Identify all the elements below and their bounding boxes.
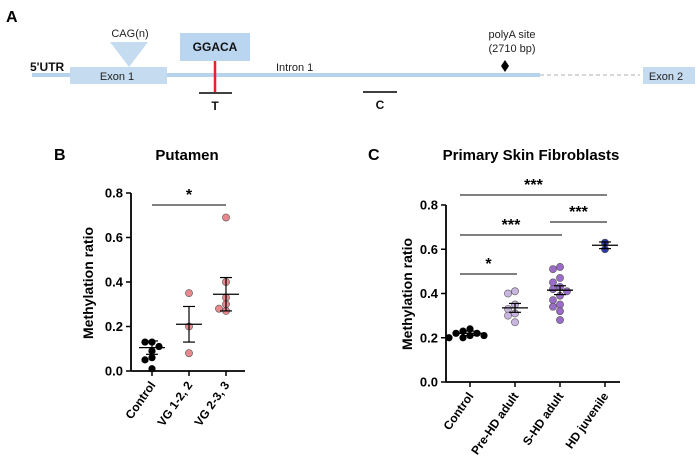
polya-label-line2: (2710 bp) — [488, 43, 535, 55]
panel-c-ylabel: Methylation ratio — [399, 238, 415, 350]
panel-c-y-tick-label: 0.2 — [420, 330, 438, 345]
panel-c-data-point — [445, 334, 453, 342]
panel-b-category-label: VG 1-2, 2 — [155, 378, 196, 428]
panel-b-data-point — [185, 289, 193, 298]
panel-b-title: Putamen — [155, 147, 218, 164]
ggaca-box — [180, 33, 250, 61]
panel-c-data-point — [556, 263, 564, 271]
panel-b-marks: * — [139, 187, 239, 373]
intron-1-label: Intron 1 — [276, 62, 313, 74]
panel-b-data-point — [141, 356, 149, 364]
panel-c-data-point — [511, 287, 519, 296]
panel-c-data-point — [556, 316, 564, 324]
panel-b-category-label: VG 2-3, 3 — [192, 378, 233, 428]
panel-c-data-point — [452, 329, 460, 337]
panel-b: B Putamen Methylation ratio 0.0 0.2 0.4 0.6… — [54, 147, 245, 429]
exon-1-box — [70, 67, 167, 84]
panel-c-y-tick-label: 0.4 — [420, 286, 439, 301]
panel-c-data-point — [504, 311, 512, 320]
panel-c-significance-label: *** — [502, 217, 521, 234]
panel-c-data-point — [549, 285, 557, 293]
panel-c-significance-label: * — [485, 256, 492, 273]
polya-label-line1: polyA site — [488, 29, 535, 41]
panel-b-ylabel: Methylation ratio — [80, 227, 96, 339]
panel-b-data-point — [185, 349, 193, 358]
polya-diamond-icon — [501, 60, 509, 72]
exon-2-box — [643, 67, 695, 84]
panel-c-data-point — [504, 289, 512, 298]
panel-a: A Exon 1 5'UTR CAG(n) GGACA T Intron 1 C… — [6, 9, 695, 113]
cag-label: CAG(n) — [111, 28, 148, 40]
panel-c-data-point — [556, 300, 564, 309]
panel-c-significance-label: *** — [524, 177, 543, 194]
panel-c-category-label: Control — [441, 390, 477, 433]
exon-2-label: Exon 2 — [649, 71, 683, 83]
panel-b-data-point — [222, 213, 230, 222]
panel-c-significance-label: *** — [569, 204, 588, 221]
exon-1-label: Exon 1 — [100, 71, 134, 83]
panel-c-data-point — [549, 265, 557, 274]
panel-b-data-point — [155, 342, 163, 351]
panel-b-y-tick-label: 0.4 — [105, 275, 124, 290]
panel-b-y-tick-label: 0.0 — [105, 364, 123, 379]
t-allele-label: T — [211, 99, 219, 113]
panel-c-data-point — [549, 296, 557, 305]
panel-c-y-tick-label: 0.0 — [420, 375, 438, 390]
c-allele-label: C — [376, 98, 385, 112]
panel-b-y-tick-label: 0.8 — [105, 186, 123, 201]
panel-c-y-tick-label: 0.6 — [420, 242, 438, 257]
panel-b-letter: B — [54, 147, 66, 164]
panel-c-data-point — [563, 287, 571, 296]
utr-label: 5'UTR — [30, 60, 65, 74]
panel-c: C Primary Skin Fibroblasts Methylation r… — [368, 147, 620, 457]
panel-b-y-tick-label: 0.2 — [105, 319, 123, 334]
panel-c-data-point — [556, 274, 564, 282]
panel-c-data-point — [556, 307, 564, 316]
panel-c-data-point — [549, 278, 557, 287]
panel-c-data-point — [549, 302, 557, 311]
panel-c-marks: ********** — [445, 177, 618, 342]
cag-triangle-icon — [110, 42, 148, 67]
panel-c-category-label: HD juvenile — [563, 389, 612, 451]
panel-b-y-tick-label: 0.6 — [105, 230, 123, 245]
panel-b-data-point — [141, 338, 149, 346]
panel-a-letter: A — [6, 9, 18, 26]
panel-c-title: Primary Skin Fibroblasts — [443, 147, 620, 164]
panel-c-letter: C — [368, 147, 380, 164]
panel-b-significance-label: * — [186, 187, 193, 204]
panel-b-data-point — [148, 354, 156, 362]
panel-c-category-label: Pre-HD adult — [468, 390, 521, 458]
panel-b-data-point — [148, 365, 156, 373]
panel-b-category-label: Control — [123, 379, 159, 422]
panel-c-data-point — [511, 318, 519, 327]
panel-c-category-label: S-HD adult — [520, 390, 567, 448]
panel-c-data-point — [504, 305, 512, 313]
ggaca-label: GGACA — [193, 40, 238, 54]
panel-c-y-tick-label: 0.8 — [420, 198, 438, 213]
